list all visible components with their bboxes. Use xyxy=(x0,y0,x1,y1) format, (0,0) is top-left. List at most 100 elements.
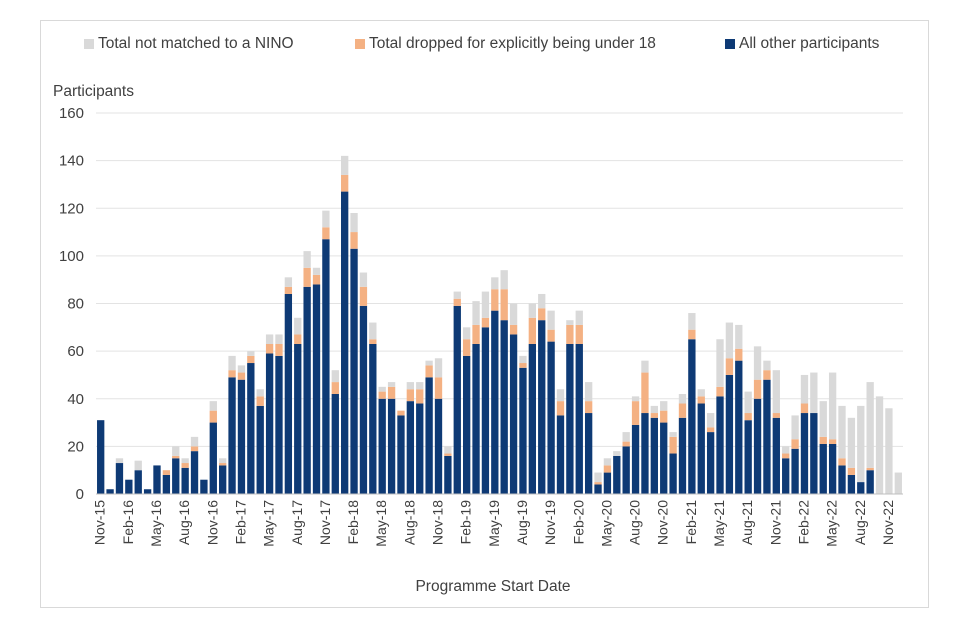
bar-segment-other xyxy=(603,472,612,494)
bar-segment-under-18 xyxy=(219,463,227,466)
x-tick-label: Nov-22 xyxy=(880,500,896,545)
bar-segment-not-matched xyxy=(847,417,856,468)
bar-segment-other xyxy=(359,305,368,494)
bar-segment-other xyxy=(753,398,762,494)
bar-segment-under-18 xyxy=(172,455,180,459)
bar-segment-under-18 xyxy=(800,403,809,414)
bar-segment-other xyxy=(369,343,377,494)
bar-segment-other xyxy=(716,396,724,494)
bar-segment-other xyxy=(575,343,583,494)
bar-segment-other xyxy=(857,482,865,494)
legend-label-not-matched: Total not matched to a NINO xyxy=(98,35,294,52)
y-tick-label: 140 xyxy=(59,153,84,170)
x-tick-label: May-20 xyxy=(598,500,614,547)
bar-segment-under-18 xyxy=(303,267,311,287)
bar-segment-under-18 xyxy=(322,227,330,240)
bar-segment-under-18 xyxy=(331,382,339,394)
bar-segment-under-18 xyxy=(782,453,790,459)
y-tick-label: 100 xyxy=(59,248,84,265)
bar-segment-other xyxy=(247,363,255,494)
x-tick-label: Nov-15 xyxy=(92,500,108,545)
bar-segment-not-matched xyxy=(509,303,518,325)
bar-segment-not-matched xyxy=(584,382,593,402)
bar-segment-other xyxy=(434,398,443,494)
bar-segment-under-18 xyxy=(528,317,536,344)
x-tick-label: Aug-19 xyxy=(514,500,530,545)
y-tick-label: 80 xyxy=(67,296,84,313)
bar-segment-other xyxy=(134,470,142,494)
bar-segment-other xyxy=(172,458,180,494)
bar-segment-not-matched xyxy=(472,301,480,325)
bar-segment-not-matched xyxy=(312,267,321,275)
bar-segment-under-18 xyxy=(716,386,724,397)
bar-segment-under-18 xyxy=(387,386,396,399)
x-tick-label: Nov-20 xyxy=(655,500,671,545)
bar-segment-other xyxy=(341,191,349,494)
bar-segment-other xyxy=(190,451,199,494)
x-tick-label: Nov-16 xyxy=(204,500,220,545)
bar-segment-not-matched xyxy=(828,372,837,440)
bar-segment-other xyxy=(828,443,837,494)
y-tick-label: 60 xyxy=(67,343,84,360)
bar-segment-not-matched xyxy=(228,355,236,371)
x-tick-label: Aug-18 xyxy=(401,500,417,545)
bar-segment-other xyxy=(509,334,518,494)
bar-segment-other xyxy=(791,448,799,494)
bar-segment-not-matched xyxy=(134,460,142,471)
bar-segment-other xyxy=(772,417,780,494)
bar-segment-other xyxy=(303,286,311,494)
bar-segment-other xyxy=(491,310,499,494)
bar-segment-not-matched xyxy=(303,251,311,268)
x-tick-label: Feb-21 xyxy=(683,500,699,545)
bar-segment-other xyxy=(106,489,114,494)
bar-segment-under-18 xyxy=(631,401,640,425)
bar-segment-other xyxy=(678,417,687,494)
bar-segment-not-matched xyxy=(481,291,490,318)
x-tick-label: Aug-17 xyxy=(289,500,305,545)
x-tick-label: Aug-21 xyxy=(739,500,755,545)
bar-segment-under-18 xyxy=(237,372,246,380)
x-tick-label: Nov-19 xyxy=(542,500,558,545)
bar-segment-not-matched xyxy=(791,415,799,440)
bar-segment-other xyxy=(547,341,555,494)
bar-segment-not-matched xyxy=(219,458,227,464)
bar-segment-not-matched xyxy=(359,272,368,287)
bar-segment-under-18 xyxy=(341,174,349,192)
bar-segment-under-18 xyxy=(369,339,377,344)
bar-segment-under-18 xyxy=(866,467,874,471)
x-tick-label: Aug-16 xyxy=(176,500,192,545)
bar-segment-not-matched xyxy=(885,408,893,494)
bar-segment-under-18 xyxy=(547,329,555,342)
bar-segment-not-matched xyxy=(237,365,246,373)
bar-segment-other xyxy=(143,489,152,494)
bar-segment-under-18 xyxy=(594,482,602,485)
bar-segment-not-matched xyxy=(369,322,377,340)
bar-segment-other xyxy=(538,320,546,494)
y-tick-label: 160 xyxy=(59,105,84,122)
bar-segment-under-18 xyxy=(209,410,217,423)
bar-segment-under-18 xyxy=(735,348,743,361)
bars xyxy=(97,155,902,495)
bar-segment-under-18 xyxy=(603,465,612,473)
bar-segment-other xyxy=(115,463,124,494)
bar-segment-not-matched xyxy=(819,401,827,437)
bar-segment-not-matched xyxy=(294,317,302,335)
bar-segment-under-18 xyxy=(275,343,283,356)
bar-segment-under-18 xyxy=(744,413,752,421)
bar-segment-not-matched xyxy=(331,370,339,383)
bar-segment-not-matched xyxy=(416,382,424,390)
x-tick-label: Nov-17 xyxy=(317,500,333,545)
bar-segment-under-18 xyxy=(256,396,264,406)
y-tick-label: 120 xyxy=(59,200,84,217)
bar-segment-other xyxy=(153,465,161,494)
bar-segment-not-matched xyxy=(631,396,640,402)
x-tick-label: Aug-20 xyxy=(627,500,643,545)
bar-segment-under-18 xyxy=(491,289,499,311)
bar-segment-not-matched xyxy=(800,374,809,404)
bar-segment-not-matched xyxy=(453,291,461,299)
bar-segment-under-18 xyxy=(500,289,508,321)
bar-segment-under-18 xyxy=(294,334,302,344)
bar-segment-under-18 xyxy=(247,355,255,364)
bar-segment-not-matched xyxy=(660,401,668,411)
bar-segment-under-18 xyxy=(575,324,583,344)
